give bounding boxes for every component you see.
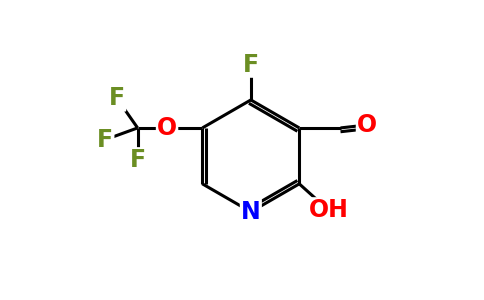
Text: N: N xyxy=(241,200,261,224)
Text: F: F xyxy=(243,52,259,76)
Text: O: O xyxy=(357,113,377,137)
Text: F: F xyxy=(97,128,113,152)
Text: F: F xyxy=(109,86,125,110)
Text: OH: OH xyxy=(309,198,348,222)
Text: O: O xyxy=(157,116,177,140)
Text: F: F xyxy=(130,148,146,172)
